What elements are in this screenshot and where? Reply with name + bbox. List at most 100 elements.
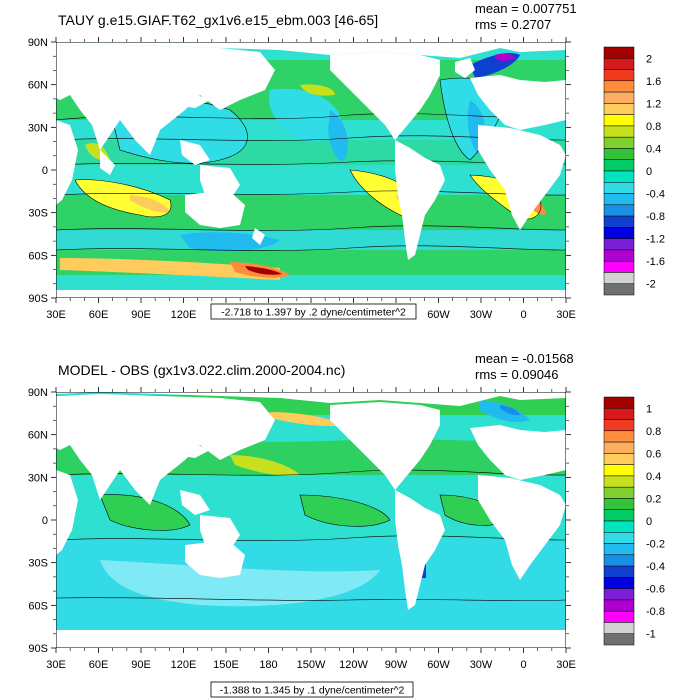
- colorbar-label: 2: [646, 53, 652, 65]
- panel-1-range-label: -2.718 to 1.397 by .2 dyne/centimeter^2: [221, 307, 406, 319]
- colorbar-label: 0.8: [646, 426, 661, 438]
- colorbar-swatch: [603, 554, 635, 567]
- colorbar-swatch: [603, 610, 635, 623]
- colorbar-swatch: [603, 136, 635, 149]
- x-tick-label: 0: [520, 659, 526, 671]
- colorbar-swatch: [603, 588, 635, 601]
- colorbar-swatch: [603, 633, 635, 646]
- x-tick-label: 90W: [385, 659, 408, 671]
- panel-2-range-label: -1.388 to 1.345 by .1 dyne/centimeter^2: [220, 685, 405, 697]
- x-tick-label: 150W: [297, 659, 326, 671]
- colorbar-swatch: [603, 170, 635, 183]
- colorbar-label: -0.8: [646, 211, 665, 223]
- colorbar-swatch: [603, 249, 635, 262]
- colorbar-swatch: [603, 114, 635, 127]
- colorbar-swatch: [603, 272, 635, 284]
- x-tick-label: 90E: [131, 309, 151, 321]
- colorbar-swatch: [603, 419, 635, 432]
- colorbar-swatch: [603, 58, 635, 70]
- panel-2-land: [56, 392, 566, 648]
- x-tick-label: 30E: [46, 309, 66, 321]
- x-tick-label: 60W: [427, 309, 450, 321]
- panel-1-range-box: [210, 303, 417, 320]
- colorbar-label: -0.4: [646, 561, 665, 573]
- colorbar-swatch: [603, 408, 635, 420]
- x-tick-label: 60W: [427, 659, 450, 671]
- panel-2-x-axis: 30E 60E 90E 120E 150E 180 150W 120W 90W 60W 30W 0 30…: [46, 387, 576, 671]
- colorbar-label: 1.2: [646, 98, 661, 110]
- colorbar-swatch: [603, 475, 635, 488]
- colorbar-label: 1.6: [646, 76, 661, 88]
- panel-2-rms: rms = 0.09046: [475, 367, 558, 382]
- colorbar-label: 0: [646, 166, 652, 178]
- y-tick-label: 60N: [28, 430, 48, 442]
- x-tick-label: 60E: [89, 659, 109, 671]
- colorbar-label: -1.2: [646, 234, 665, 246]
- x-tick-label: 60E: [89, 309, 109, 321]
- panel-1-map: [56, 42, 566, 298]
- colorbar-label: 0.2: [646, 493, 661, 505]
- colorbar-swatch: [603, 80, 635, 93]
- colorbar-swatch: [603, 453, 635, 465]
- colorbar-label: -0.8: [646, 606, 665, 618]
- colorbar-swatch: [603, 69, 635, 82]
- colorbar-swatch: [603, 498, 635, 510]
- panel-2-title: MODEL - OBS (gx1v3.022.clim.2000-2004.nc…: [58, 362, 345, 378]
- panel-2: MODEL - OBS (gx1v3.022.clim.2000-2004.nc…: [28, 351, 665, 698]
- panel-2-map: [56, 392, 566, 648]
- panel-2-mean: mean = -0.01568: [475, 351, 574, 366]
- colorbar-swatch: [603, 430, 635, 443]
- x-tick-label: 180: [259, 659, 277, 671]
- y-tick-label: 90N: [28, 37, 48, 49]
- panel-1-mean: mean = 0.007751: [475, 1, 577, 16]
- colorbar-swatch: [603, 215, 635, 228]
- colorbar-label: -0.6: [646, 584, 665, 596]
- y-tick-label: 60S: [28, 250, 48, 262]
- colorbar-swatch: [603, 103, 635, 115]
- y-tick-label: 90N: [28, 387, 48, 399]
- panel-1-y-axis: 90N 60N 30N 0 30S 60S 90S: [28, 37, 571, 305]
- colorbar-swatch: [603, 396, 635, 409]
- colorbar-swatch: [603, 577, 635, 589]
- colorbar-label: -0.4: [646, 189, 665, 201]
- colorbar-swatch: [603, 238, 635, 251]
- x-tick-label: 120E: [171, 659, 197, 671]
- x-tick-label: 30E: [46, 659, 66, 671]
- colorbar-swatch: [603, 193, 635, 206]
- panel-1-rms: rms = 0.2707: [475, 17, 551, 32]
- colorbar-label: 0.6: [646, 448, 661, 460]
- colorbar-label: -1: [646, 629, 656, 641]
- panel-1-land: [56, 42, 566, 298]
- colorbar-swatch: [603, 148, 635, 160]
- y-tick-label: 60S: [28, 600, 48, 612]
- colorbar-swatch: [603, 125, 635, 138]
- x-tick-label: 150E: [213, 659, 239, 671]
- colorbar-swatch: [603, 486, 635, 499]
- colorbar-swatch: [603, 543, 635, 556]
- colorbar-swatch: [603, 520, 635, 533]
- colorbar-swatch: [603, 532, 635, 544]
- colorbar-swatch: [603, 599, 635, 612]
- x-tick-label: 90E: [131, 659, 151, 671]
- colorbar-swatch: [603, 464, 635, 477]
- colorbar-label: -0.2: [646, 539, 665, 551]
- x-tick-label: 30W: [470, 309, 493, 321]
- colorbar-swatch: [603, 622, 635, 634]
- colorbar-swatch: [603, 227, 635, 239]
- colorbar-swatch: [603, 91, 635, 104]
- y-tick-label: 0: [42, 515, 48, 527]
- panel-1: TAUY g.e15.GIAF.T62_gx1v6.e15_ebm.003 [4…: [28, 1, 665, 321]
- colorbar-swatch: [603, 46, 635, 59]
- y-tick-label: 90S: [28, 293, 48, 305]
- y-tick-label: 30N: [28, 122, 48, 134]
- y-tick-label: 90S: [28, 643, 48, 655]
- x-tick-label: 30E: [556, 659, 576, 671]
- panel-1-colorbar: 2 1.6 1.2 0.8 0.4 0 -0.4 -0.8 -1.2 -1.6 -2: [603, 46, 665, 296]
- colorbar-label: 0.4: [646, 471, 661, 483]
- x-tick-label: 120W: [339, 659, 368, 671]
- colorbar-swatch: [603, 204, 635, 217]
- colorbar-swatch: [603, 441, 635, 454]
- y-tick-label: 0: [42, 165, 48, 177]
- colorbar-label: 0: [646, 516, 652, 528]
